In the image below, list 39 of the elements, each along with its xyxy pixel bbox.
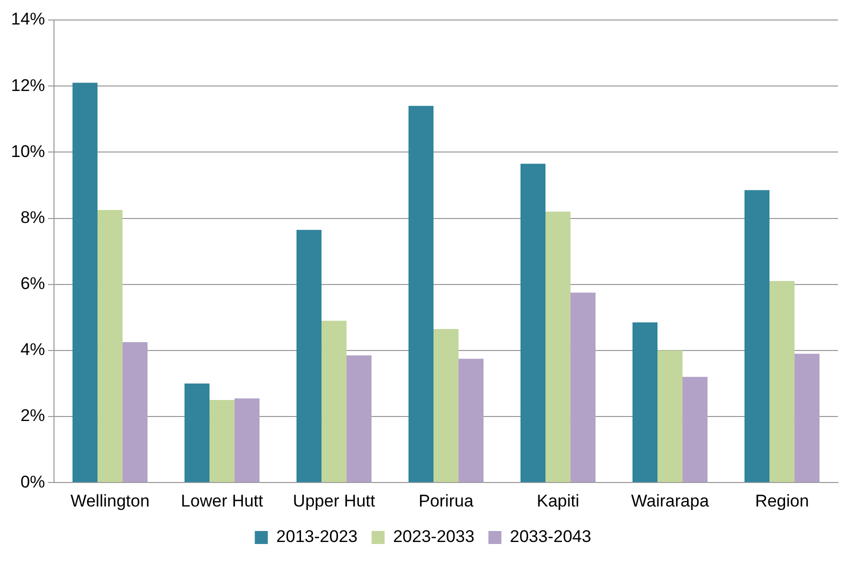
bar (346, 355, 372, 482)
bar (322, 320, 347, 482)
bar (98, 210, 123, 482)
bar (458, 358, 484, 482)
bar (546, 212, 571, 482)
bar (570, 292, 596, 482)
bar (794, 354, 820, 482)
bar (296, 230, 322, 482)
bar (72, 82, 98, 482)
x-tick-label: Wairarapa (631, 491, 710, 510)
y-tick-label: 14% (10, 10, 46, 29)
bar (234, 398, 260, 482)
x-tick-label: Kapiti (536, 491, 580, 510)
bar (769, 281, 795, 482)
x-tick-label: Porirua (418, 491, 474, 510)
legend-label: 2013-2023 (276, 527, 358, 546)
bar (632, 322, 658, 482)
bar (122, 342, 148, 482)
y-tick-label: 8% (20, 208, 46, 227)
y-tick-label: 0% (20, 472, 46, 492)
x-tick-label: Upper Hutt (292, 491, 376, 510)
bar (682, 376, 708, 482)
legend-label: 2033-2043 (510, 527, 592, 546)
y-tick-label: 10% (10, 142, 46, 161)
bar (658, 350, 683, 482)
bar (744, 190, 770, 482)
y-tick-label: 4% (20, 340, 46, 360)
y-tick-label: 6% (20, 274, 46, 294)
x-tick-label: Wellington (70, 491, 150, 510)
x-tick-label: Region (755, 491, 809, 510)
bar (210, 400, 235, 482)
legend-label: 2023-2033 (393, 527, 474, 546)
bar (408, 106, 434, 482)
bar (434, 328, 459, 482)
bar (184, 383, 210, 482)
x-tick-label: Lower Hutt (180, 491, 264, 510)
bar (520, 164, 546, 482)
y-tick-label: 12% (10, 76, 46, 95)
y-tick-label: 2% (20, 406, 46, 426)
